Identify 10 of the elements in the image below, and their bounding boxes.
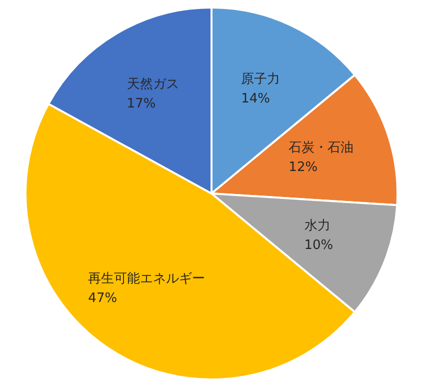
slice-label: 再生可能エネルギー xyxy=(88,272,206,287)
data-label: 47% xyxy=(88,291,118,306)
data-label: 17% xyxy=(126,96,156,112)
slice-label: 原子力 xyxy=(241,72,280,87)
data-label: 14% xyxy=(241,91,270,106)
data-label: 10% xyxy=(304,238,334,254)
slice-label: 天然ガス xyxy=(126,76,179,92)
data-label: 12% xyxy=(288,160,318,176)
slice-label: 水力 xyxy=(304,218,330,234)
slice-label: 石炭・石油 xyxy=(288,140,354,156)
